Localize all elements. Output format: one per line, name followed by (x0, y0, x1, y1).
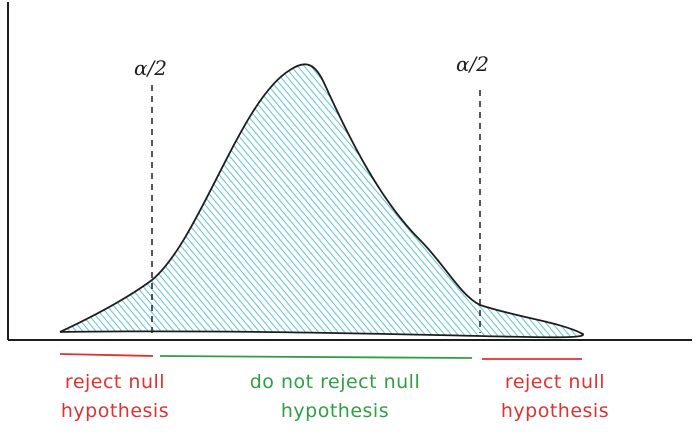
reject-right-line2: hypothesis (500, 400, 610, 422)
reject-left-label: reject null hypothesis (40, 368, 190, 426)
accept-region-bar (159, 355, 473, 359)
alpha-right-label: α/2 (456, 52, 489, 76)
reject-left-line2: hypothesis (60, 400, 170, 422)
reject-left-line1: reject null (64, 371, 166, 393)
reject-right-label: reject null hypothesis (480, 368, 630, 426)
distribution-curve (59, 63, 584, 339)
accept-label: do not reject null hypothesis (210, 368, 460, 426)
alpha-left-label: α/2 (134, 56, 167, 80)
accept-line2: hypothesis (280, 400, 390, 422)
reject-region-left-bar (59, 353, 154, 357)
reject-right-line1: reject null (504, 371, 606, 393)
accept-line1: do not reject null (249, 371, 421, 393)
